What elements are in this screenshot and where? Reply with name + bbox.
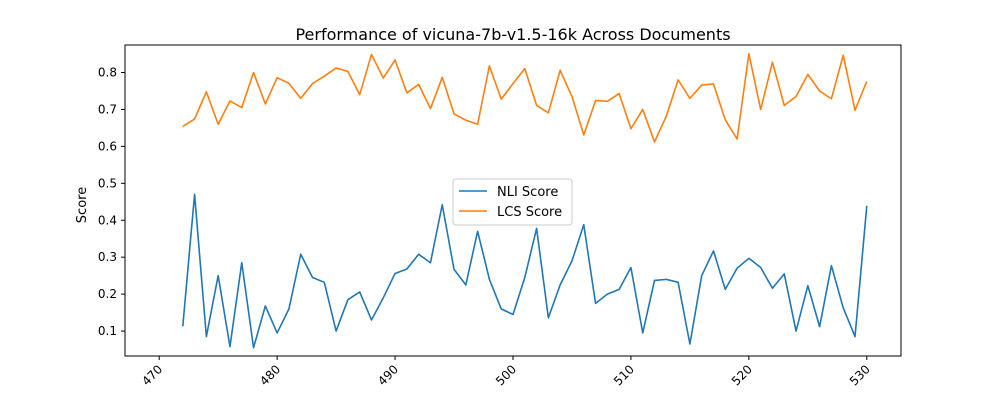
y-tick-label: 0.1	[98, 324, 117, 338]
legend-label-lcs-score: LCS Score	[497, 205, 562, 220]
y-tick-label: 0.4	[98, 213, 117, 227]
y-tick-label: 0.8	[98, 66, 117, 80]
y-axis-label: Score	[75, 187, 90, 223]
y-tick-label: 0.7	[98, 102, 117, 116]
lcs-score-line	[182, 52, 868, 143]
nli-score-line	[181, 193, 868, 349]
legend: NLI Score LCS Score	[452, 178, 573, 226]
legend-label-nli-score: NLI Score	[497, 185, 558, 200]
y-tick-label: 0.2	[98, 287, 117, 301]
y-tick-label: 0.5	[98, 176, 117, 190]
chart-title: Performance of vicuna-7b-v1.5-16k Across…	[295, 25, 730, 44]
y-tick-label: 0.6	[98, 139, 117, 153]
series-group	[181, 52, 868, 349]
y-axis: 0.1 0.2 0.3 0.4 0.5 0.6 0.7 0.8	[98, 66, 125, 338]
y-tick-label: 0.3	[98, 250, 117, 264]
